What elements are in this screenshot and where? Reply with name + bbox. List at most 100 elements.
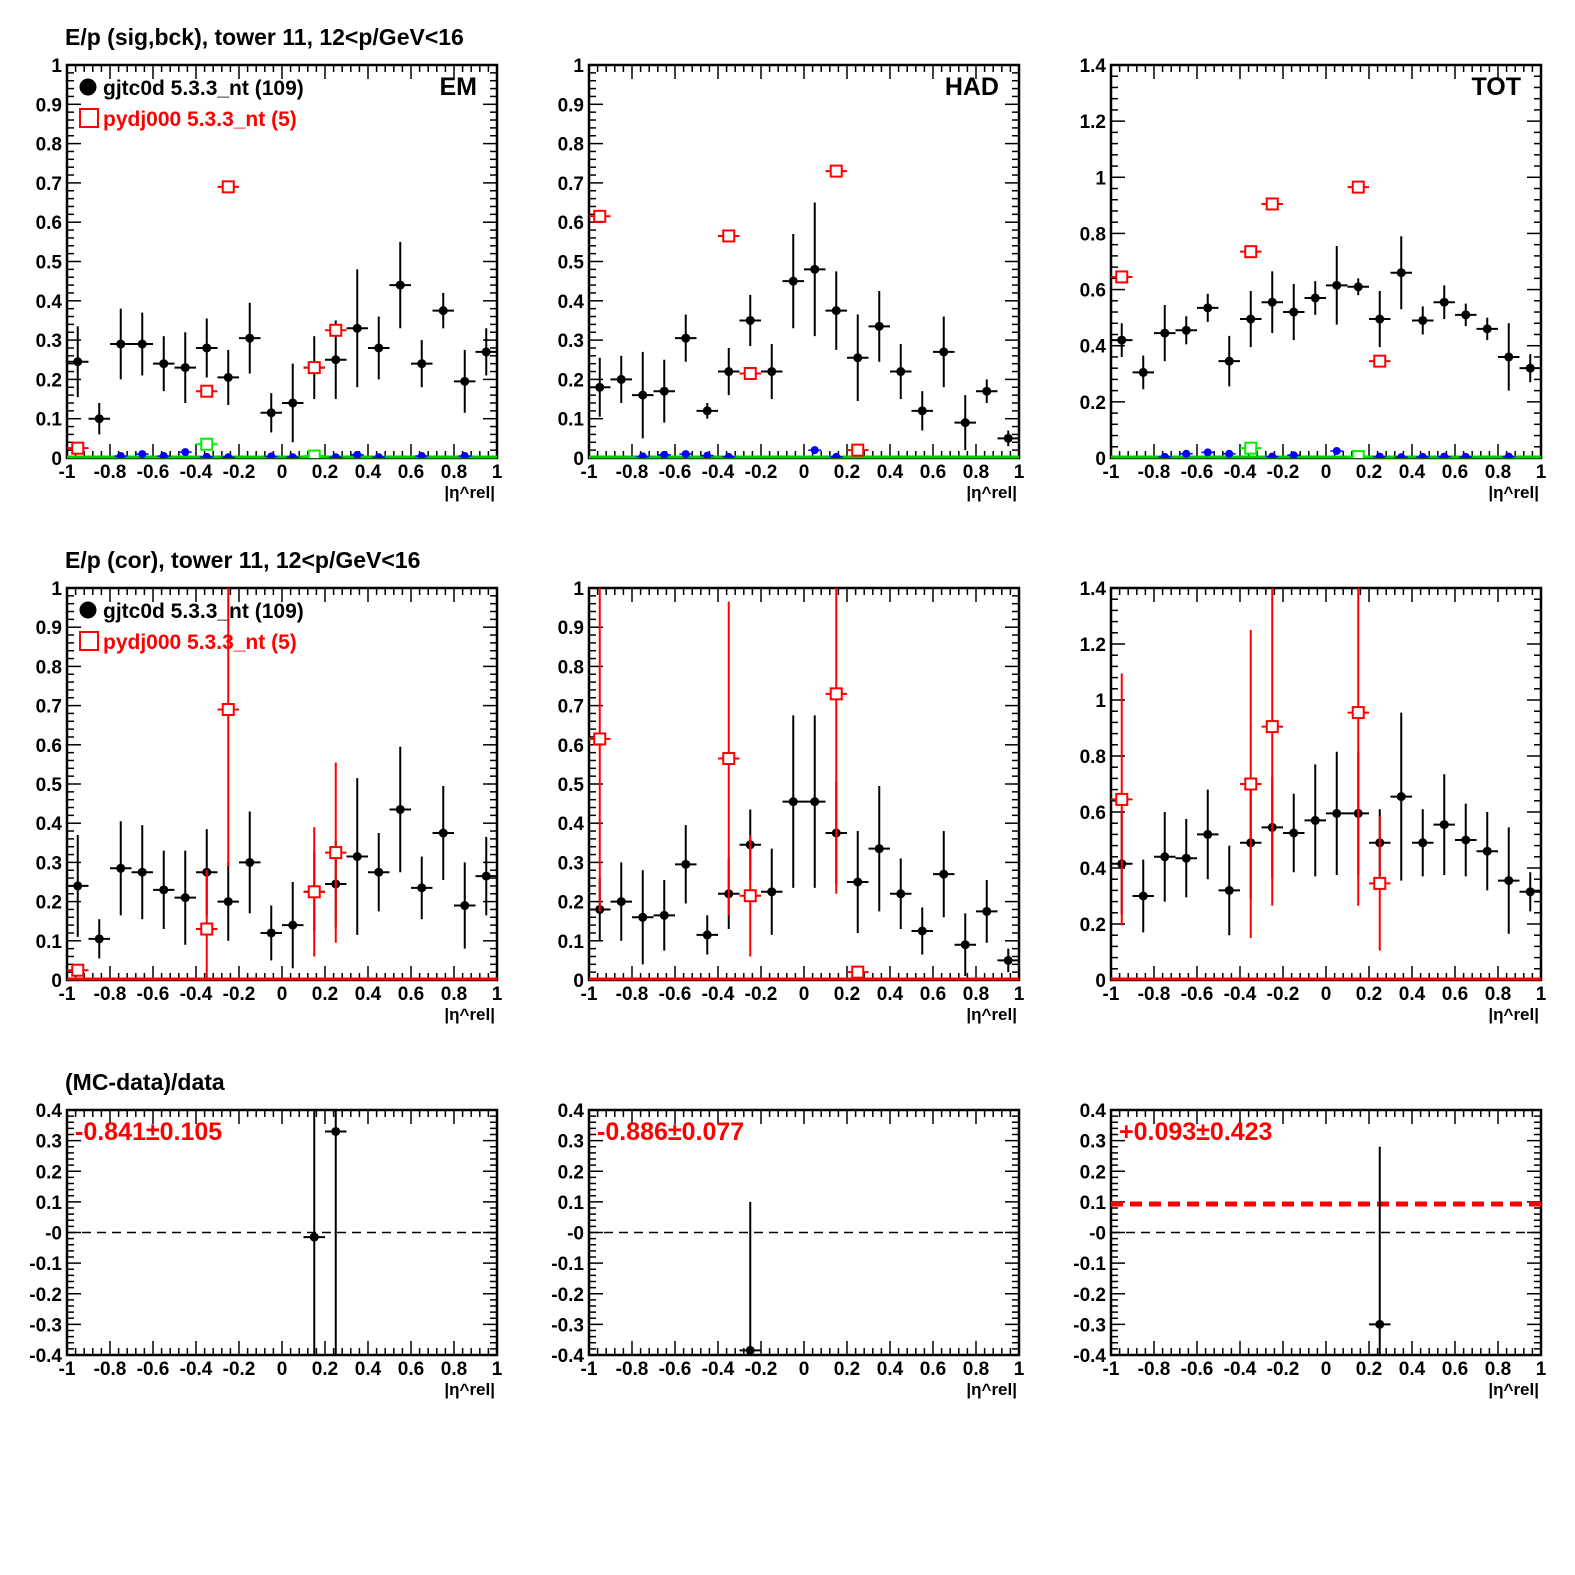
data-point <box>1289 307 1299 317</box>
x-tick-label: -0.2 <box>1267 1359 1300 1380</box>
y-tick-label: 0.7 <box>36 174 62 195</box>
x-tick-label: -1 <box>59 462 76 483</box>
data-point <box>1310 293 1320 303</box>
mc-point <box>200 384 214 398</box>
legend-entry: pydj000 5.3.3_nt (5) <box>103 108 297 131</box>
data-point <box>681 859 691 869</box>
data-point <box>917 926 927 936</box>
data-point <box>1461 835 1471 845</box>
mc-point <box>1373 876 1387 890</box>
x-tick-label: 1 <box>1536 984 1547 1005</box>
data-point <box>417 883 427 893</box>
x-tick-label: 0.4 <box>877 1359 904 1380</box>
x-tick-label: -0.6 <box>659 1359 692 1380</box>
y-tick-label: 0.8 <box>36 657 62 678</box>
y-tick-label: 1 <box>1095 168 1106 189</box>
data-point <box>659 386 669 396</box>
y-tick-label: 0.9 <box>36 95 62 116</box>
data-point <box>288 920 298 930</box>
y-tick-label: 0.2 <box>36 370 62 391</box>
data-point <box>982 906 992 916</box>
x-tick-label: -0.4 <box>180 984 213 1005</box>
y-tick-label: 1 <box>51 579 62 600</box>
x-tick-label: 1 <box>492 462 503 483</box>
y-tick-label: 0.1 <box>36 1193 63 1214</box>
x-tick-label: -0.4 <box>702 462 735 483</box>
x-tick-label: -0.2 <box>1267 462 1300 483</box>
blue-point <box>1375 452 1384 458</box>
x-tick-label: -0.8 <box>1138 984 1171 1005</box>
blue-point <box>724 452 733 458</box>
x-axis-label: |η^rel| <box>444 1380 495 1399</box>
blue-point <box>1461 452 1470 458</box>
blue-point <box>353 450 362 458</box>
mc-point <box>829 687 843 701</box>
x-axis-label: |η^rel| <box>966 483 1017 502</box>
panel-7: -1 -0.8 -0.6 -0.4 -0.2 0 0.2 0.4 0.6 0.8 1|η^rel| -… <box>29 1069 503 1399</box>
blue-point <box>224 453 233 458</box>
x-tick-label: 0.4 <box>355 984 382 1005</box>
legend-marker-mc <box>79 108 99 128</box>
y-tick-label: 1.4 <box>1080 579 1107 600</box>
data-point <box>288 398 298 408</box>
series-group <box>303 1110 347 1355</box>
x-axis-label: |η^rel| <box>444 483 495 502</box>
y-tick-label: 0 <box>51 449 62 470</box>
data-point <box>1003 433 1013 443</box>
data-point <box>438 828 448 838</box>
x-tick-label: -1 <box>1103 1359 1120 1380</box>
data-point <box>939 347 949 357</box>
blue-point <box>374 453 383 458</box>
data-point <box>788 797 798 807</box>
x-tick-label: -1 <box>581 1359 598 1380</box>
y-tick-label: 0 <box>1095 449 1106 470</box>
x-tick-label: 0.2 <box>834 462 860 483</box>
x-tick-label: 0.4 <box>1399 1359 1426 1380</box>
y-tick-label: 0.1 <box>558 932 585 953</box>
x-tick-label: 0.2 <box>1356 462 1382 483</box>
x-tick-label: 0.2 <box>312 462 338 483</box>
y-tick-label: 1 <box>51 56 62 77</box>
data-point <box>331 355 341 365</box>
mc-point <box>329 323 343 337</box>
x-tick-label: -0.6 <box>1181 462 1214 483</box>
y-tick-label: 0.9 <box>558 618 584 639</box>
x-tick-label: 0.8 <box>1485 1359 1511 1380</box>
x-tick-label: 1 <box>492 1359 503 1380</box>
data-point <box>223 372 233 382</box>
panel-9: -1 -0.8 -0.6 -0.4 -0.2 0 0.2 0.4 0.6 0.8 1|η^rel| -… <box>1073 1101 1547 1399</box>
y-tick-label: 1.2 <box>1080 112 1106 133</box>
data-point <box>702 930 712 940</box>
x-tick-label: -0.8 <box>616 984 649 1005</box>
data-point <box>939 869 949 879</box>
blue-point <box>159 452 168 458</box>
mc-point <box>1265 720 1279 734</box>
y-tick-label: 0.6 <box>558 736 584 757</box>
x-tick-label: -0.8 <box>1138 462 1171 483</box>
x-tick-label: -1 <box>59 1359 76 1380</box>
y-tick-label: 0 <box>573 971 584 992</box>
y-tick-label: 0.1 <box>36 932 63 953</box>
panel-5: -1 -0.8 -0.6 -0.4 -0.2 0 0.2 0.4 0.6 0.8 1|η^rel|0… <box>558 579 1025 1024</box>
x-tick-label: 0 <box>1321 1359 1332 1380</box>
data-point <box>1396 268 1406 278</box>
blue-point <box>331 453 340 458</box>
panel-4: -1 -0.8 -0.6 -0.4 -0.2 0 0.2 0.4 0.6 0.8 1|η^rel|0… <box>36 547 503 1024</box>
mc-point <box>1351 706 1365 720</box>
x-tick-label: -1 <box>581 984 598 1005</box>
x-tick-label: 0.2 <box>834 1359 860 1380</box>
y-tick-label: 0.2 <box>1080 393 1106 414</box>
x-tick-label: 0.8 <box>963 1359 989 1380</box>
x-tick-label: 1 <box>1536 1359 1547 1380</box>
panel-label: HAD <box>945 73 999 101</box>
blue-point <box>1418 452 1427 458</box>
data-point <box>745 1345 755 1355</box>
panel-title: E/p (sig,bck), tower 11, 12<p/GeV<16 <box>65 24 464 50</box>
blue-point <box>417 452 426 458</box>
y-tick-label: -0.4 <box>1073 1346 1106 1367</box>
y-tick-label: 0.8 <box>1080 224 1106 245</box>
x-tick-label: 0.4 <box>355 1359 382 1380</box>
y-tick-label: -0.2 <box>1073 1285 1106 1306</box>
data-point <box>788 276 798 286</box>
